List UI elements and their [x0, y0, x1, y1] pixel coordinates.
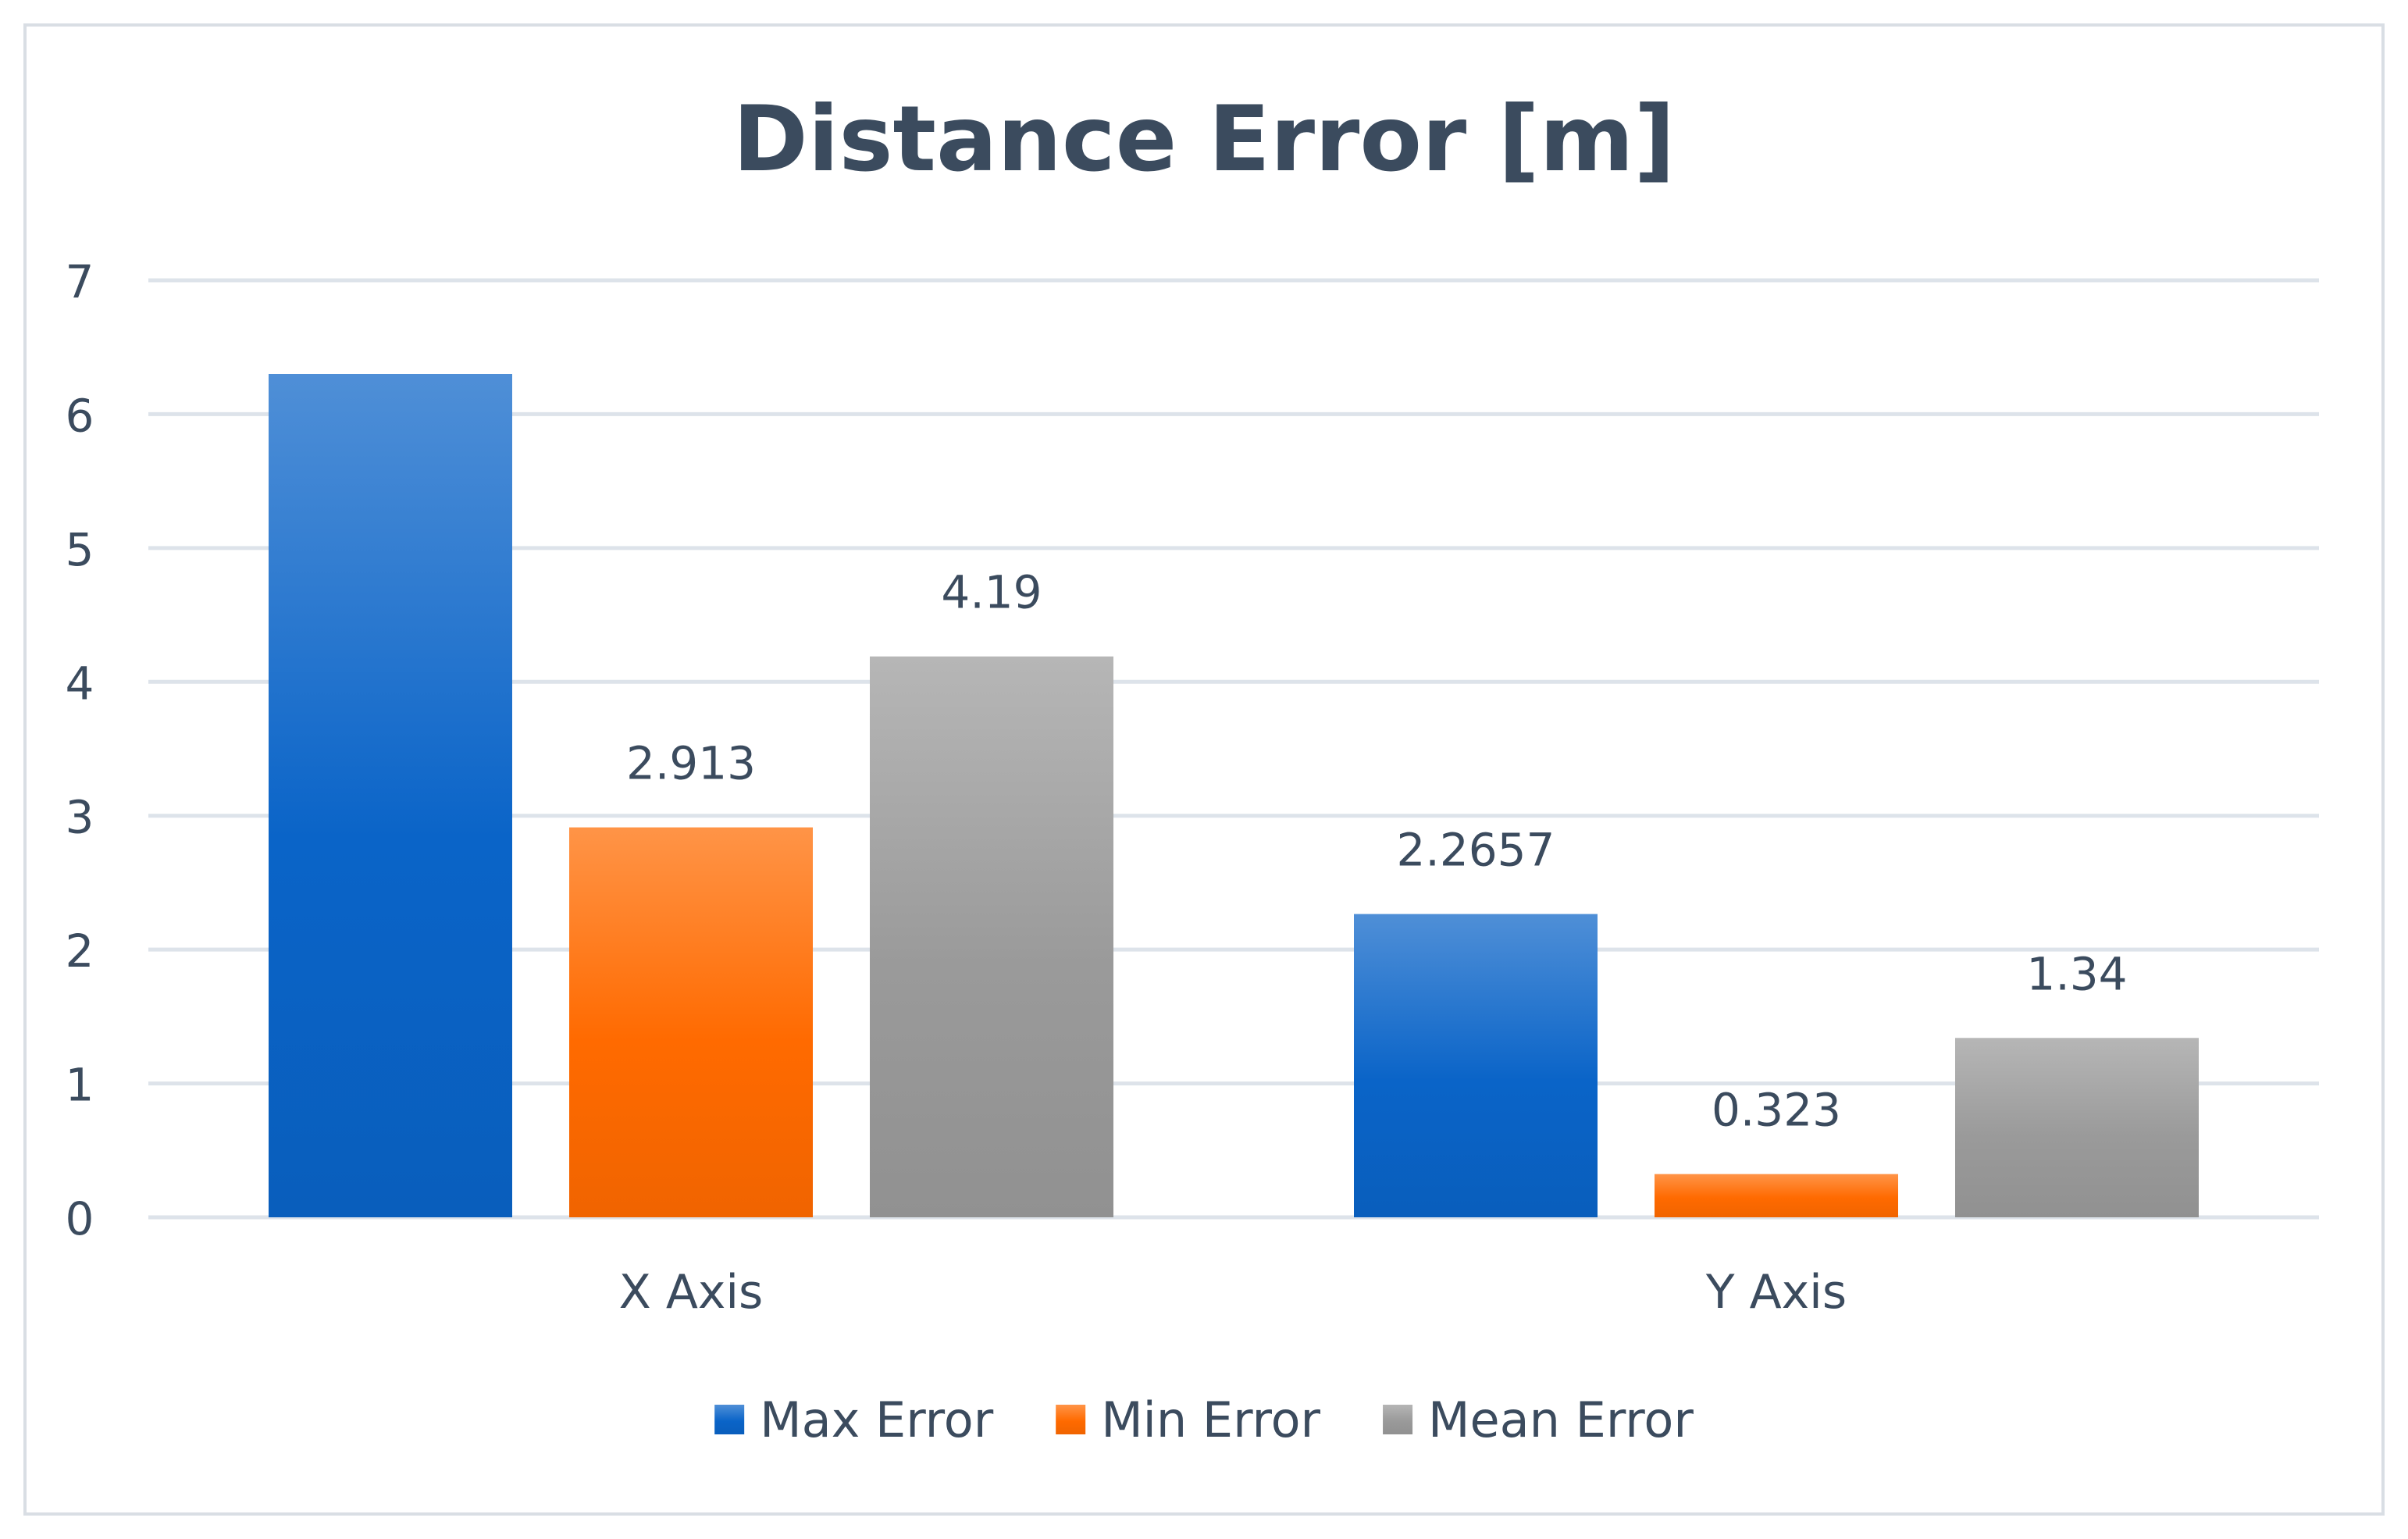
legend-swatch-min-error: [1056, 1405, 1086, 1434]
legend-swatch-mean-error: [1383, 1405, 1413, 1434]
data-label: 2.913: [626, 737, 756, 790]
bars: [269, 374, 2199, 1217]
bar-y-axis-min-error: [1655, 1174, 1898, 1217]
bar-x-axis-max-error: [269, 374, 512, 1217]
legend-label-min-error: Min Error: [1101, 1391, 1320, 1448]
bar-y-axis-mean-error: [1955, 1038, 2199, 1217]
y-tick-label-1: 1: [66, 1059, 94, 1112]
y-axis-ticks: 0 1 2 3 4 5 6 7: [66, 255, 94, 1245]
bar-y-axis-max-error: [1354, 914, 1598, 1217]
bar-x-axis-min-error: [569, 827, 813, 1217]
y-tick-label-2: 2: [66, 924, 94, 978]
x-axis-categories: X Axis Y Axis: [619, 1265, 1847, 1320]
data-label: 2.2657: [1397, 824, 1555, 877]
data-label: 1.34: [2026, 947, 2127, 1000]
data-label: 4.19: [941, 566, 1042, 619]
y-tick-label-0: 0: [66, 1192, 94, 1245]
data-label: 0.323: [1712, 1084, 1841, 1137]
x-category-label: X Axis: [619, 1265, 764, 1320]
bar-x-axis-mean-error: [870, 656, 1113, 1217]
legend-label-max-error: Max Error: [760, 1391, 994, 1448]
legend-label-mean-error: Mean Error: [1428, 1391, 1694, 1448]
y-tick-label-3: 3: [66, 791, 94, 844]
y-tick-label-4: 4: [66, 657, 94, 710]
y-tick-label-7: 7: [66, 255, 94, 308]
data-labels: 2.913 4.19 2.2657 0.323 1.34: [626, 566, 2128, 1137]
legend-swatch-max-error: [714, 1405, 745, 1434]
y-tick-label-6: 6: [66, 389, 94, 442]
chart-title: Distance Error [m]: [732, 87, 1675, 192]
legend: Max Error Min Error Mean Error: [714, 1391, 1694, 1448]
y-tick-label-5: 5: [66, 523, 94, 576]
x-category-label: Y Axis: [1705, 1265, 1847, 1320]
